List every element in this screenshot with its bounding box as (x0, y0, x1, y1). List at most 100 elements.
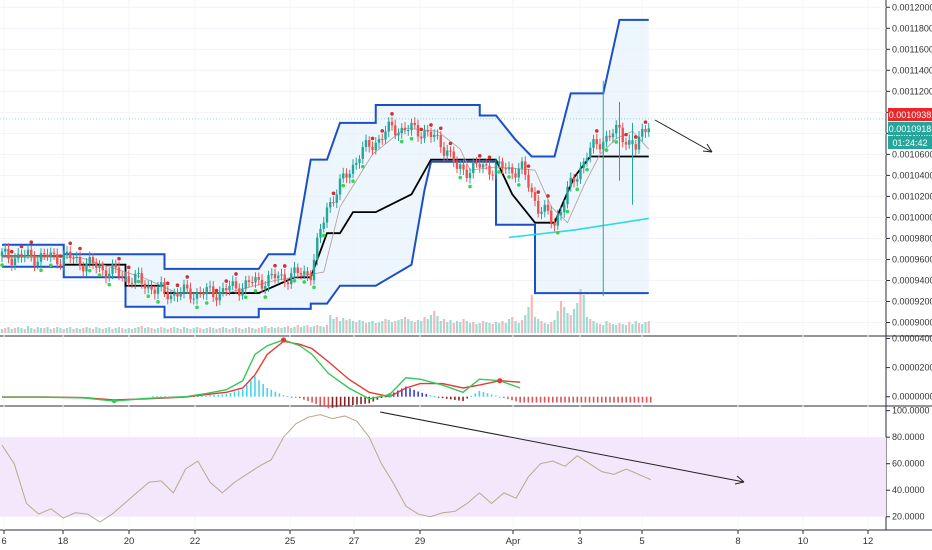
candle-body (384, 131, 387, 140)
volume-bar (501, 321, 504, 333)
volume-bar (550, 322, 553, 333)
macd-histogram-bar (360, 396, 362, 405)
candle-body (579, 167, 582, 180)
candle-body (585, 157, 589, 162)
upper-band-line (2, 18, 649, 270)
macd-histogram-bar (290, 396, 293, 398)
volume-bar (351, 321, 355, 333)
macd-histogram-bar (441, 396, 444, 399)
macd-histogram-bar (494, 395, 497, 397)
signal-marker (48, 263, 53, 267)
volume-bar (98, 328, 101, 333)
macd-histogram-bar (605, 396, 607, 403)
candle-body (20, 253, 23, 257)
candle-body (306, 271, 309, 276)
signal-marker (273, 263, 277, 268)
volume-bar (589, 319, 592, 333)
volume-bar (322, 327, 325, 333)
candle-body (286, 282, 290, 285)
macd-histogram-bar (209, 395, 211, 397)
divergence-line (379, 411, 745, 483)
candle-body (423, 130, 426, 139)
candle-body (140, 273, 143, 284)
volume-bar (394, 321, 397, 333)
price-badge-label: 0.0010938 (889, 110, 932, 120)
volume-bar (455, 321, 459, 333)
signal-marker (429, 123, 433, 127)
macd-histogram-bar (625, 396, 628, 403)
time-tick-label: 10 (798, 536, 809, 547)
volume-bar (30, 328, 33, 333)
candle-body (130, 282, 134, 284)
candle-body (78, 257, 82, 266)
volume-bar (10, 329, 13, 333)
candle-body (169, 295, 173, 300)
signal-marker (360, 164, 365, 169)
volume-bar (429, 315, 433, 333)
volume-bar (579, 289, 582, 333)
candle-body (182, 284, 186, 293)
candle-body (442, 147, 446, 156)
candle-body (595, 139, 598, 145)
candle-body (179, 292, 182, 297)
signal-marker (78, 246, 82, 251)
macd-histogram-bar (164, 396, 166, 398)
volume-bar (20, 328, 23, 333)
volume-bar (387, 320, 390, 333)
price-tick-label: 0.0010400 (892, 170, 932, 180)
candle-body (644, 128, 647, 133)
candle-body (173, 293, 176, 296)
price-tick-label: 0.0011800 (892, 23, 932, 33)
macd-histogram-bar (152, 396, 154, 398)
macd-histogram-bar (421, 392, 424, 397)
candle-body (563, 204, 566, 213)
price-panel (0, 18, 886, 333)
candle-body (530, 187, 533, 193)
candle-body (517, 168, 520, 178)
macd-tick-label: 0.0000000 (892, 392, 932, 402)
candle-body (225, 288, 228, 291)
candle-body (62, 254, 65, 265)
macd-histogram-bar (462, 396, 464, 402)
candle-body (572, 177, 576, 182)
candle-body (465, 169, 468, 179)
volume-bar (355, 322, 358, 333)
macd-histogram-bar (237, 390, 240, 397)
macd-histogram-bar (507, 396, 509, 400)
macd-histogram-bar (609, 396, 611, 403)
macd-histogram-bar (274, 391, 277, 397)
candle-body (231, 281, 234, 286)
candle-body (355, 162, 358, 165)
time-tick-label: 22 (190, 536, 201, 547)
macd-histogram-bar (629, 396, 632, 403)
candle-body (296, 267, 299, 273)
trend-arrow (654, 119, 713, 153)
macd-histogram-bar (372, 396, 375, 402)
macd-histogram-bar (352, 396, 354, 406)
macd-tick-label: 0.0000400 (892, 333, 932, 343)
price-tick-label: 0.0009200 (892, 296, 932, 306)
candle-body (462, 164, 465, 170)
volume-bar (0, 329, 4, 333)
macd-histogram-bar (221, 394, 224, 397)
volume-bar (160, 327, 163, 333)
candle-body (621, 127, 624, 143)
macd-histogram-bar (417, 391, 419, 397)
volume-bar (75, 328, 78, 333)
volume-bar (43, 328, 46, 333)
signal-marker (146, 294, 151, 299)
candle-body (277, 275, 280, 279)
volume-bar (264, 326, 267, 333)
candle-body (13, 258, 17, 266)
candle-body (238, 288, 241, 296)
volume-bar (504, 323, 507, 333)
macd-histogram-bar (466, 396, 468, 399)
volume-bar (410, 321, 413, 333)
signal-marker (39, 268, 43, 273)
price-badge-label: 01:24:42 (892, 138, 927, 148)
volume-bar (179, 329, 182, 333)
macd-histogram-bar (225, 394, 228, 397)
volume-bar (56, 327, 59, 333)
volume-bar (293, 327, 296, 333)
candle-body (254, 277, 257, 283)
